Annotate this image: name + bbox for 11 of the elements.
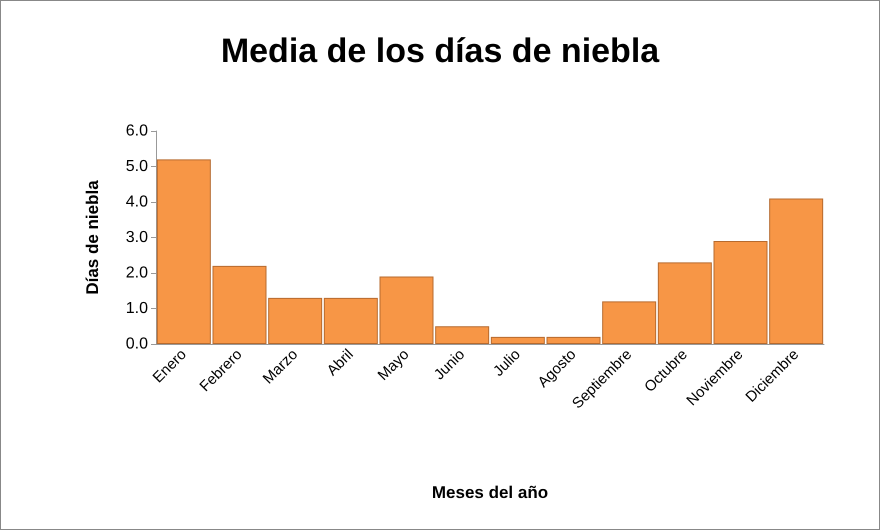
y-tick-label: 6.0	[126, 122, 148, 140]
y-tick-label: 1.0	[126, 300, 148, 317]
x-tick-label: Julio	[490, 346, 524, 380]
y-tick-label: 2.0	[126, 264, 148, 282]
y-tick-label: 3.0	[126, 229, 148, 246]
y-axis-title: Días de niebla	[83, 180, 102, 295]
x-axis-title: Meses del año	[432, 483, 548, 502]
y-tick-label: 4.0	[126, 194, 148, 210]
y-tick-label: 0.0	[126, 336, 148, 352]
y-tick-label: 5.0	[126, 158, 148, 175]
chart-title: Media de los días de niebla	[220, 32, 660, 70]
